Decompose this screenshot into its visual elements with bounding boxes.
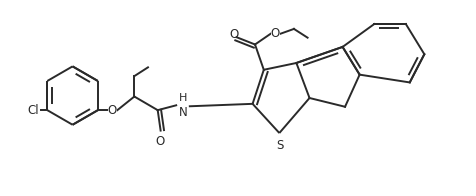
Text: O: O xyxy=(108,104,117,117)
Text: O: O xyxy=(156,135,165,148)
Text: O: O xyxy=(229,28,238,41)
Text: S: S xyxy=(277,139,284,152)
Text: H: H xyxy=(179,93,187,103)
Text: O: O xyxy=(271,27,280,40)
Text: N: N xyxy=(178,106,188,119)
Text: Cl: Cl xyxy=(27,104,39,117)
